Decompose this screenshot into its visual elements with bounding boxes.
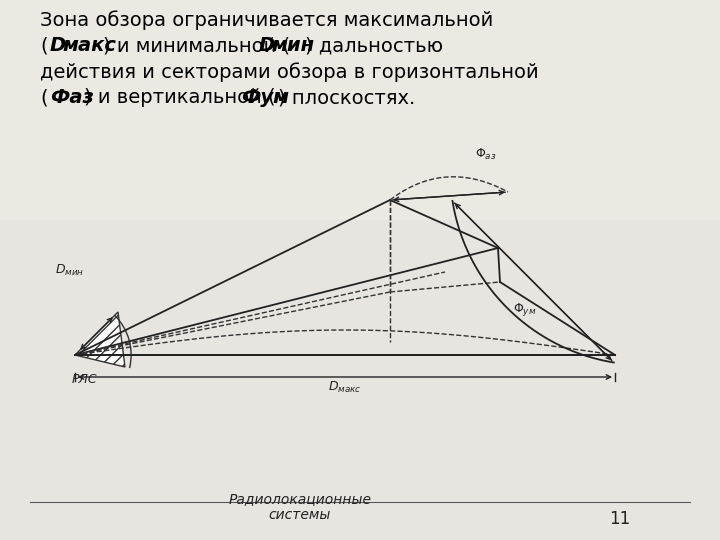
- Text: (: (: [40, 36, 48, 55]
- Text: макс: макс: [62, 36, 116, 55]
- Text: Зона обзора ограничивается максимальной: Зона обзора ограничивается максимальной: [40, 10, 493, 30]
- Text: ) и минимальной (: ) и минимальной (: [103, 36, 290, 55]
- Text: Радиолокационные
системы: Радиолокационные системы: [228, 492, 372, 522]
- Text: $D_{мин}$: $D_{мин}$: [55, 263, 84, 278]
- Text: действия и секторами обзора в горизонтальной: действия и секторами обзора в горизонтал…: [40, 62, 539, 82]
- Text: $Φ_{ум}$: $Φ_{ум}$: [513, 301, 537, 318]
- Text: (: (: [40, 88, 48, 107]
- Text: D: D: [50, 36, 66, 55]
- Text: Фаз: Фаз: [50, 88, 94, 107]
- Text: мин: мин: [271, 36, 314, 55]
- Text: ) и вертикальной (: ) и вертикальной (: [84, 88, 276, 107]
- Text: ) дальностью: ) дальностью: [305, 36, 443, 55]
- Text: РЛС: РЛС: [72, 373, 98, 386]
- Text: ) плоскостях.: ) плоскостях.: [278, 88, 415, 107]
- Text: D: D: [259, 36, 275, 55]
- Text: Фум: Фум: [241, 88, 289, 107]
- FancyBboxPatch shape: [0, 0, 720, 220]
- Polygon shape: [75, 312, 125, 367]
- Text: 11: 11: [609, 510, 631, 528]
- Text: $D_{макс}$: $D_{макс}$: [328, 380, 361, 395]
- Text: $Φ_{аз}$: $Φ_{аз}$: [475, 147, 497, 162]
